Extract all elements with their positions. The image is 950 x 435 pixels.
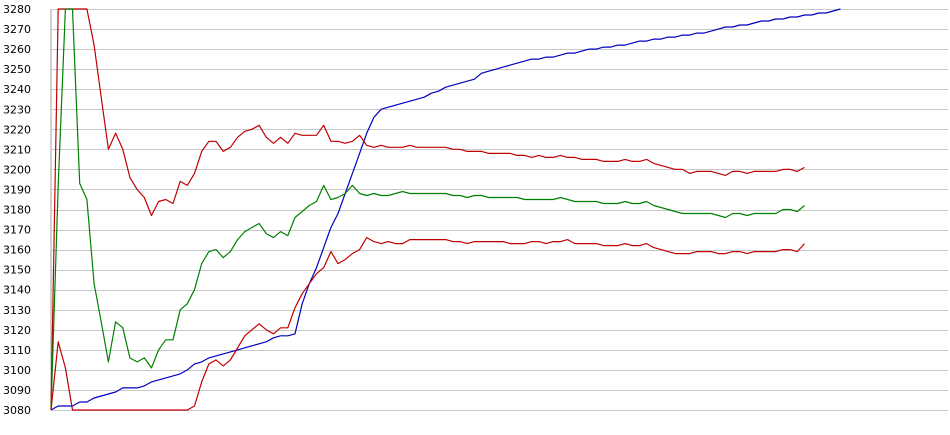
y-tick-label: 3270 <box>3 23 31 36</box>
y-tick-label: 3280 <box>3 3 31 16</box>
series-line-3 <box>50 8 805 411</box>
y-tick-label: 3080 <box>3 404 31 417</box>
y-tick-label: 3160 <box>3 244 31 257</box>
y-tick-label: 3200 <box>3 163 31 176</box>
y-tick-label: 3250 <box>3 63 31 76</box>
y-tick-labels: 3080 3090 3100 3110 3120 3130 3140 3150 3160 3170… <box>3 3 31 417</box>
y-tick-label: 3090 <box>3 384 31 397</box>
y-tick-label: 3190 <box>3 183 31 196</box>
y-tick-label: 3260 <box>3 43 31 56</box>
y-tick-label: 3170 <box>3 224 31 237</box>
y-tick-label: 3180 <box>3 204 31 217</box>
y-tick-label: 3120 <box>3 324 31 337</box>
y-tick-label: 3150 <box>3 264 31 277</box>
series-lines <box>50 8 841 411</box>
y-tick-label: 3240 <box>3 83 31 96</box>
y-tick-label: 3230 <box>3 103 31 116</box>
y-tick-label: 3220 <box>3 123 31 136</box>
y-tick-label: 3140 <box>3 284 31 297</box>
series-line-1 <box>50 8 841 411</box>
gridlines <box>50 9 948 411</box>
y-tick-label: 3130 <box>3 304 31 317</box>
y-tick-label: 3110 <box>3 344 31 357</box>
y-tick-label: 3210 <box>3 143 31 156</box>
y-tick-label: 3100 <box>3 364 31 377</box>
series-line-4 <box>50 237 805 411</box>
series-line-2 <box>50 8 805 411</box>
